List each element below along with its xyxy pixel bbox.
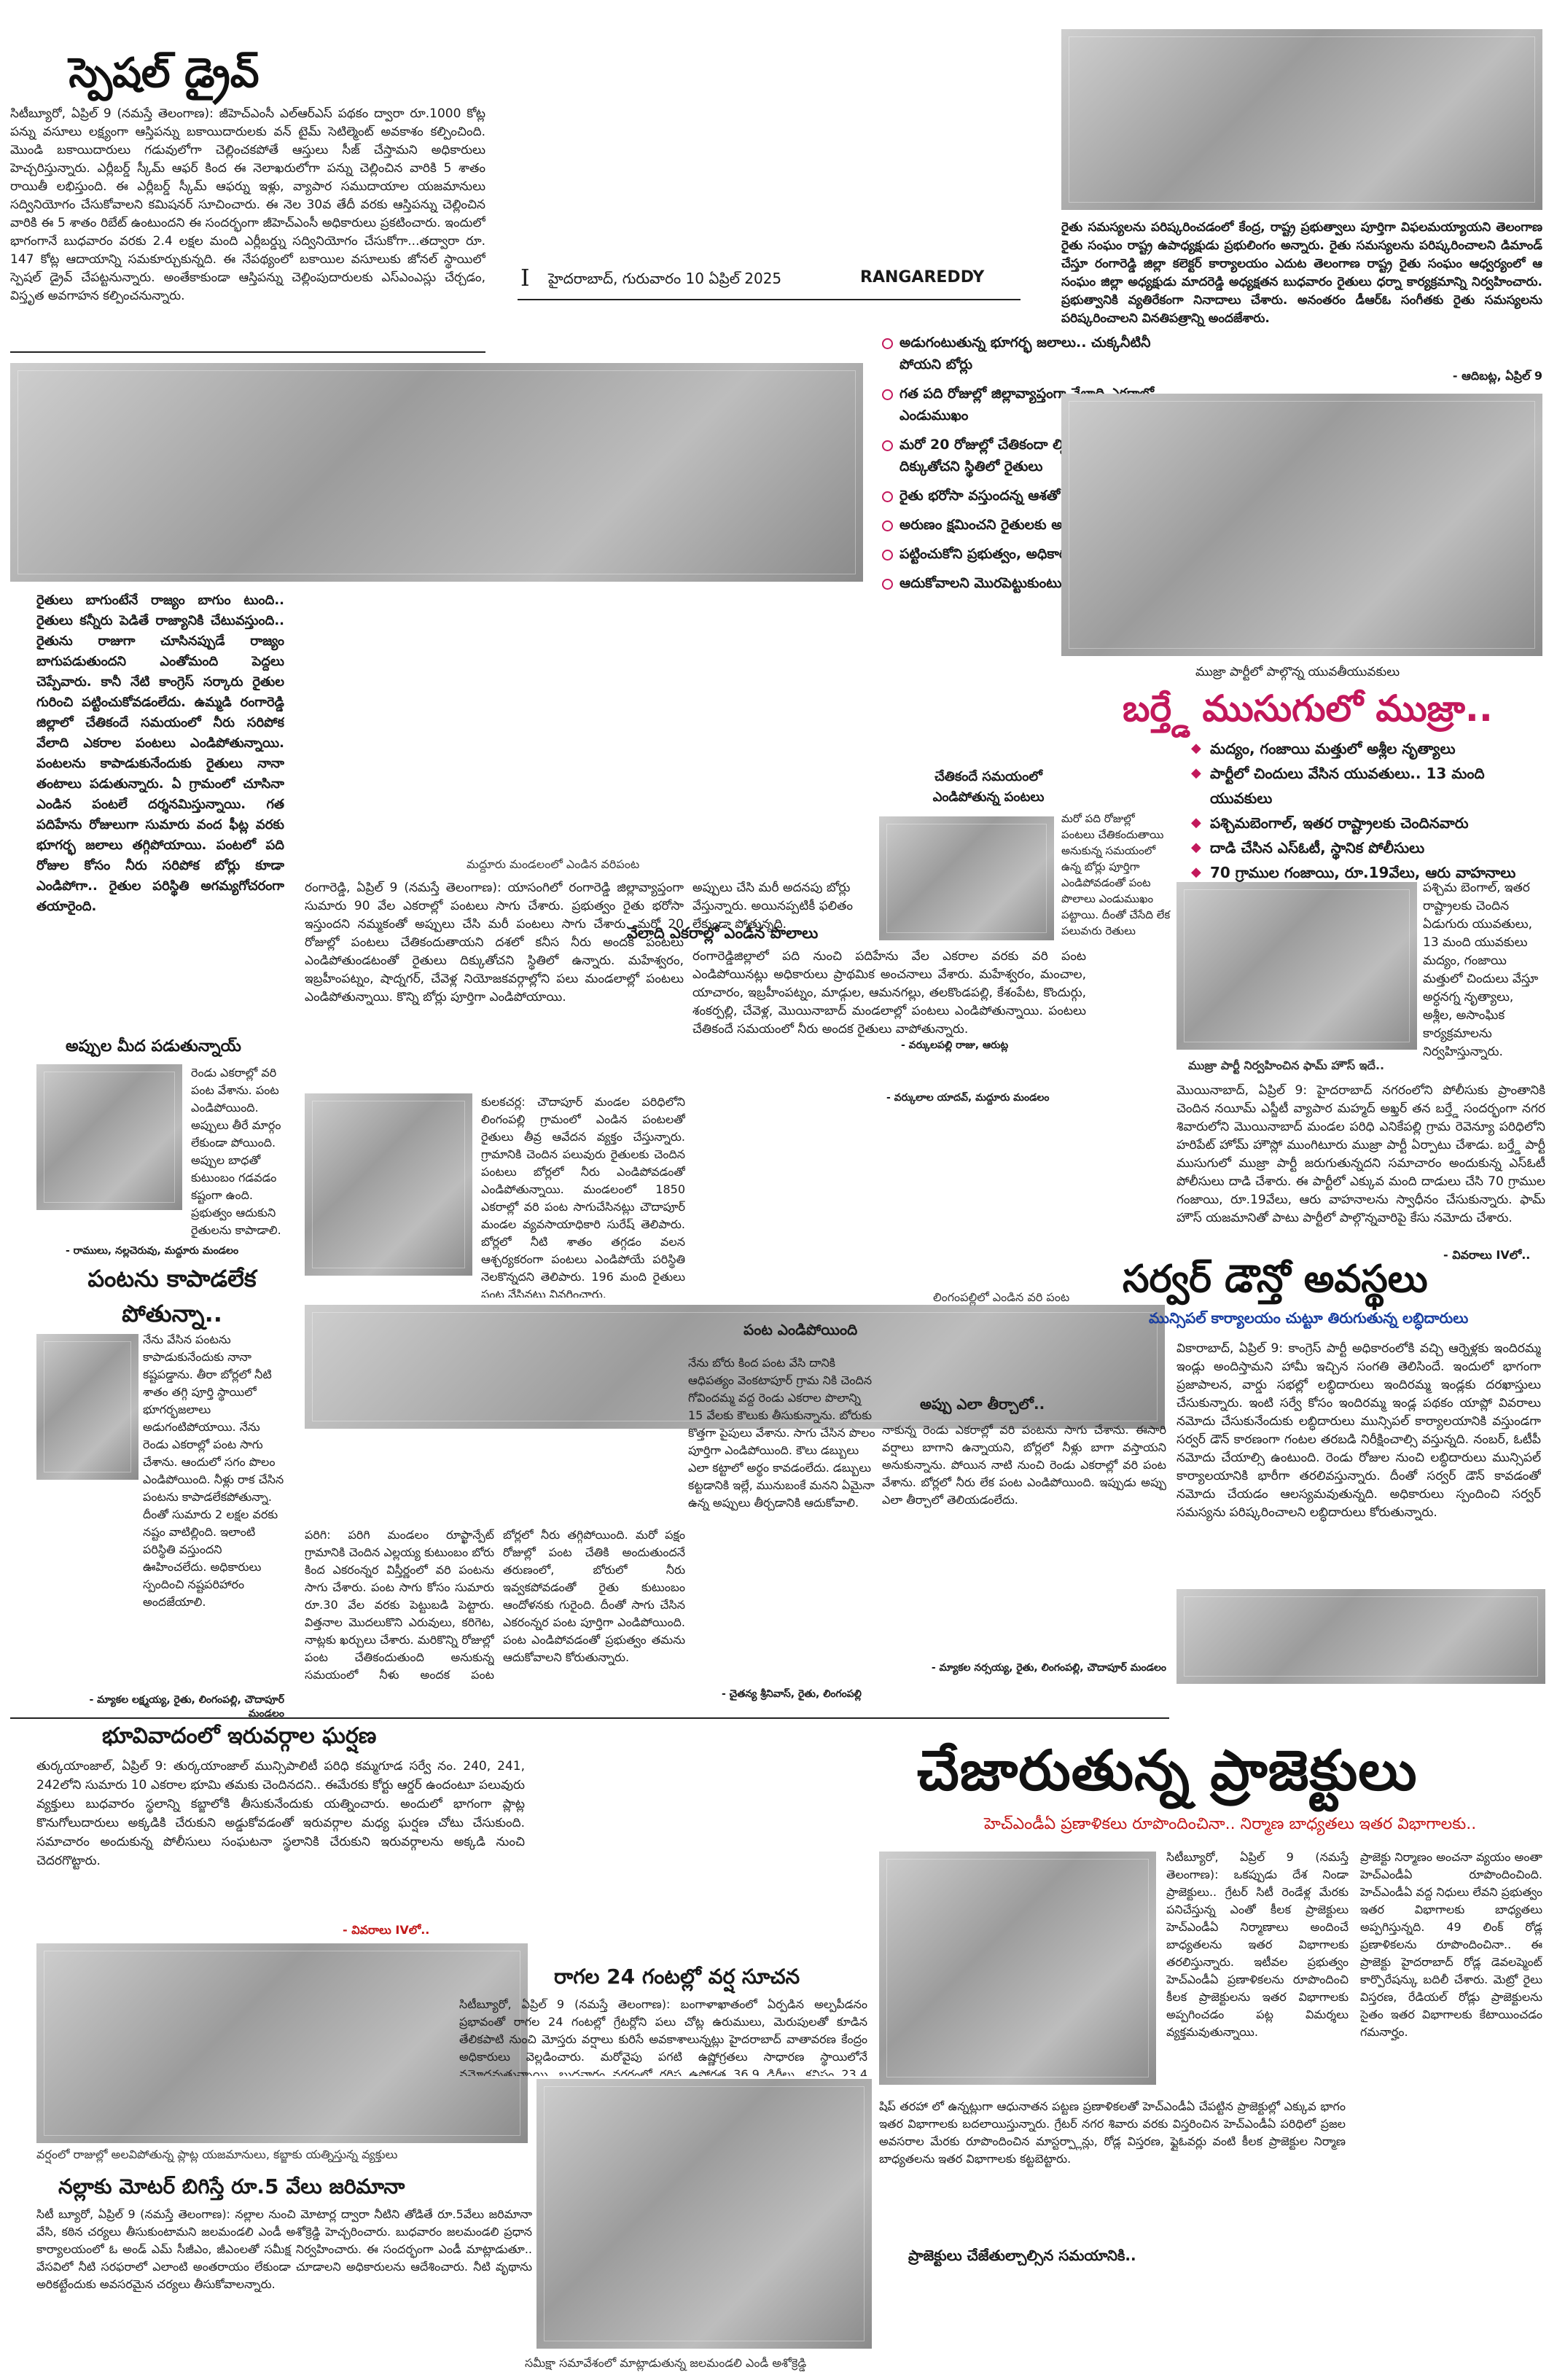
crop-story-right-text: మరో పది రోజుల్లో పంటలు చేతికందుతాయి అనుక… <box>1061 812 1171 935</box>
birthday-party-kicker: ముజ్రా పార్టీలో పాల్గొన్న యువతీయువకులు <box>1195 665 1400 679</box>
server-down-subtitle: మున్సిపల్ కార్యాలయం చుట్టూ తిరుగుతున్న ల… <box>1149 1309 1469 1327</box>
mujra-party-photo <box>1061 394 1542 656</box>
farmhouse-caption: ముజ్రా పార్టీ నిర్వహించిన ఫామ్ హౌస్ ఇదే.… <box>1188 1058 1385 1072</box>
farmer-photo-1 <box>36 1064 182 1210</box>
special-drive-title: స్పెషల్ డ్రైవ్ <box>69 50 260 97</box>
birthday-party-point: పశ్చిమబెంగాల్, ఇతర రాష్ట్రాలకు చెందినవార… <box>1188 811 1545 835</box>
divider <box>10 351 485 353</box>
rain-forecast-body: సిటీబ్యూరో, ఏప్రిల్ 9 (నమస్తే తెలంగాణ): … <box>459 1997 867 2076</box>
birthday-party-title: బర్త్డే ముసుగులో ముజ్రా.. <box>1123 687 1493 730</box>
bhoovivadam-caption: వర్షంలో రాజుల్లో అలవిపోతున్న ప్లాట్ల యజమ… <box>36 2147 398 2161</box>
birthday-party-side-text: పశ్చిమ బెంగాల్, ఇతర రాష్ట్రాలకు చెందిన ఏ… <box>1423 881 1539 1059</box>
loans-byline: - రాములు, నల్లచెరువు, మద్దూరు మండలం <box>66 1245 239 1257</box>
birthday-party-body: మొయినాబాద్, ఏప్రిల్ 9: హైదరాబాద్ నగరంలోన… <box>1176 1083 1545 1225</box>
projects-col3: ప్రాజెక్టు నిర్మాణం అంచనా వ్యయం అంతా హెచ… <box>1360 1850 1542 2039</box>
bhoovivadam-more: - వివరాలు IVలో.. <box>343 1923 430 1937</box>
lingampalli-caption: లింగంపల్లిలో ఎండిన వరి పంట <box>933 1290 1070 1304</box>
projects-col1: సిటీబ్యూరో, ఏప్రిల్ 9 (నమస్తే తెలంగాణ): … <box>1166 1850 1349 2039</box>
projects-col1-sub: ప్రాజెక్టులు చేజేతుల్చాల్సిన సమయానికి.. <box>908 2247 1136 2264</box>
debt-title: అప్పు ఎలా తీర్చాలో.. <box>920 1395 1045 1413</box>
debt-body: నాకున్న రెండు ఎకరాల్లో వరి పంటను సాగు చే… <box>882 1423 1166 1507</box>
projects-title: చేజారుతున్న ప్రాజెక్టులు <box>917 1738 1418 1803</box>
mid-story-subhead: వేలాది ఎకరాల్లో ఎండిన పొలాలు <box>627 924 819 942</box>
crop-story-intro: రైతులు బాగుంటేనే రాజ్యం బాగుం టుంది.. రై… <box>36 593 284 914</box>
farmers-protest-body: రైతు సమస్యలను పరిష్కరించడంలో కేంద్ర, రాష… <box>1061 220 1542 326</box>
lingampalli-photo <box>305 1305 1165 1429</box>
server-down-body: వికారాబాద్, ఏప్రిల్ 9: కాంగ్రెస్ పార్టీ … <box>1176 1341 1541 1520</box>
mid-story-second-block: కులకచర్ల: చౌదాపూర్ మండల పరిధిలోని లింగంప… <box>481 1095 685 1298</box>
mid-story-right2: రంగారెడ్డిజిల్లాలో పది నుంచి పదిహేను వేల… <box>692 949 1086 1037</box>
crops-cant-save-byline: - మ్యాకల లక్ష్మయ్య, రైతు, లింగంపల్లి, చౌ… <box>89 1694 284 1720</box>
projects-col2: షిప్ తరహా లో ఉన్నట్లుగా ఆధునాతన పట్టణ ప్… <box>879 2099 1346 2166</box>
mid-story-caption: మద్దూరు మండలంలో ఎండిన వరిపంట <box>467 857 640 871</box>
dried-crop-photo <box>10 363 863 582</box>
crop-story-subhead: చేతికందే సమయంలో ఎండిపోతున్న పంటలు <box>932 769 1045 805</box>
crops-cant-save-body: నేను వేసిన పంటను కాపాడుకునేందుకు నానా కష… <box>143 1333 284 1609</box>
farmer-photo-3 <box>305 1093 472 1276</box>
mid-story-right: అప్పులు చేసి మరీ అదనపు బోర్లు వేస్తున్నా… <box>692 881 853 932</box>
nallaku-caption: సమీక్షా సమావేశంలో మాట్లాడుతున్న జలమండలి … <box>525 2356 807 2370</box>
projects-photo <box>879 1852 1156 2085</box>
birthday-party-point: మద్యం, గంజాయి మత్తులో అశ్లీల నృత్యాలు <box>1188 736 1545 761</box>
server-down-title: సర్వర్ డౌన్తో అవస్థలు <box>1123 1257 1428 1301</box>
farmers-protest-article: రైతు సమస్యలను పరిష్కరించడంలో కేంద్ర, రాష… <box>1061 219 1542 386</box>
header-dateline: హైదరాబాద్, గురువారం 10 ఏప్రిల్ 2025 <box>548 270 782 287</box>
pargi-body: పరిగి: పరిగి మండలం రూప్ఖాన్పేట్ గ్రామాని… <box>305 1528 494 1679</box>
header-section: RANGAREDDY <box>860 268 985 286</box>
birthday-party-points: మద్యం, గంజాయి మత్తులో అశ్లీల నృత్యాలు పా… <box>1188 736 1545 910</box>
nallaku-title: నల్లాకు మోటర్ బిగిస్తే రూ.5 వేలు జరిమానా <box>58 2174 405 2198</box>
bhoovivadam-title: భూవివాదంలో ఇరువర్గాల ఘర్షణ <box>102 1723 377 1749</box>
birthday-party-more: - వివరాలు IVలో.. <box>1443 1248 1531 1262</box>
protest-photo <box>1061 29 1542 210</box>
crop-dried-title: పంట ఎండిపోయింది <box>744 1321 858 1338</box>
rain-forecast-title: రాగల 24 గంటల్లో వర్ష సూచన <box>554 1965 800 1989</box>
birthday-party-point: పార్టీలో చిందులు వేసిన యువతులు.. 13 మంది… <box>1188 761 1545 811</box>
farmer-photo-2 <box>36 1334 138 1480</box>
crop-dried-byline: - చైతన్య శ్రీనివాస్, రైతు, లింగంపల్లి <box>722 1688 862 1700</box>
header-marker: I <box>520 264 530 292</box>
loans-body: రెండు ఎకరాల్లో వరి పంట వేశాను. పంట ఎండిప… <box>191 1066 281 1237</box>
highlight-item: రైతు భరోసా వస్తుందన్న ఆశతో సాగు <box>879 485 1185 507</box>
header-rule <box>518 299 1021 300</box>
crops-cant-save-title: పంటను కాపాడలేక పోతున్నా.. <box>87 1265 257 1327</box>
special-drive-body: సిటీబ్యూరో, ఏప్రిల్ 9 (నమస్తే తెలంగాణ): … <box>10 106 485 303</box>
server-down-photo <box>1176 1589 1545 1684</box>
birthday-party-point: దాడి చేసిన ఎస్ఓటీ, స్థానిక పోలీసులు <box>1188 835 1545 860</box>
bhoovivadam-body: తుర్కయాంజాల్, ఏప్రిల్ 9: తుర్కయాంజాల్ ము… <box>36 1759 525 1868</box>
farmers-protest-byline: - ఆదిబట్ల, ఏప్రిల్ 9 <box>1452 369 1542 383</box>
highlight-item: అడుగంటుతున్న భూగర్భ జలాలు.. చుక్కనీటినీ … <box>879 332 1185 375</box>
crop-story-right-byline: - వర్కులపల్లి రాజు, ఆరుట్ల <box>901 1039 1009 1051</box>
crop-dried-body: నేను బోరు కింద పంట వేసి దానికి ఆధిపత్యం … <box>688 1356 875 1510</box>
highlight-item: పట్టించుకోని ప్రభుత్వం, అధికారులు <box>879 543 1185 565</box>
dried-field-photo <box>879 816 1054 940</box>
nallaku-body: సిటీ బ్యూరో, ఏప్రిల్ 9 (నమస్తే తెలంగాణ):… <box>36 2207 532 2291</box>
rain-photo <box>536 2079 872 2349</box>
pargi-body-2: బోర్లలో నీరు తగ్గిపోయింది. మరో పక్షం రోజ… <box>503 1528 685 1664</box>
debt-byline: - మ్యాకల నర్సయ్య, రైతు, లింగంపల్లి, చౌదా… <box>931 1662 1166 1674</box>
mid-story-right2-byline: - వర్కులాల యాదవ్, మద్దూరు మండలం <box>886 1092 1050 1104</box>
divider <box>10 1717 1169 1719</box>
special-drive-article: స్పెషల్ డ్రైవ్ సిటీబ్యూరో, ఏప్రిల్ 9 (నమ… <box>10 48 485 324</box>
projects-subtitle: హెచ్ఎండీఏ ప్రణాళికలు రూపొందించినా.. నిర్… <box>984 1815 1477 1833</box>
bhoovivadam-photo <box>36 1943 528 2143</box>
farmhouse-photo <box>1176 882 1417 1050</box>
mid-story-left: రంగారెడ్డి, ఏప్రిల్ 9 (నమస్తే తెలంగాణ): … <box>305 881 684 1004</box>
loans-title: అప్పుల మీద పడుతున్నాయ్ <box>66 1037 241 1056</box>
